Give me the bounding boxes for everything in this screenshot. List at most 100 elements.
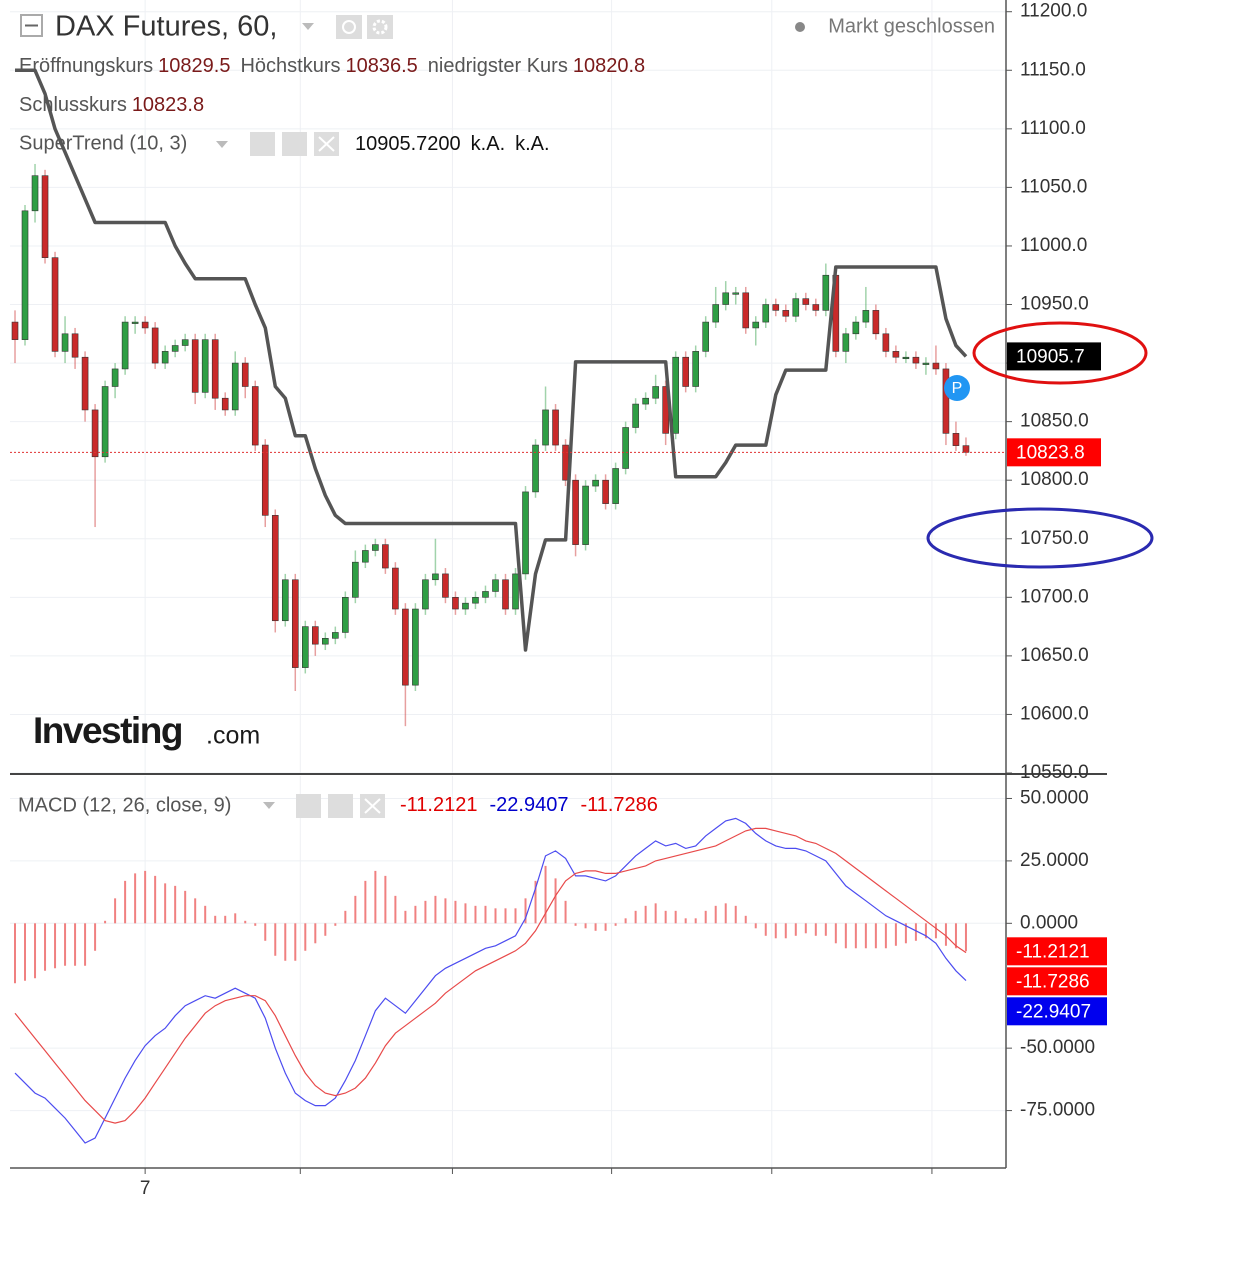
dropdown-icon[interactable] <box>263 802 275 809</box>
indicator-value: -11.7286 <box>580 794 657 816</box>
dropdown-icon[interactable] <box>216 141 228 148</box>
candle-body <box>622 427 629 469</box>
candle-body <box>342 597 349 633</box>
candle-body <box>472 597 479 604</box>
price-label-box <box>1007 342 1101 371</box>
candle-body <box>352 561 359 598</box>
eye-icon[interactable] <box>336 15 362 39</box>
y-tick-label: 10950.0 <box>1020 294 1089 315</box>
legend-label: Höchstkurs <box>240 55 340 77</box>
overlay: 11200.0 11150.0 11100.0 11050.0 11000.0 10950… <box>140 1 1107 1199</box>
candle-body <box>952 433 960 446</box>
candle-body <box>812 304 820 311</box>
legend-label: Schlusskurs <box>19 94 127 116</box>
y-tick-label: 50.0000 <box>1020 787 1089 808</box>
candle-body <box>452 597 459 610</box>
indicator-line <box>14 827 967 1124</box>
candle-body <box>942 368 950 434</box>
candle-body <box>842 333 850 352</box>
y-tick-label: 11050.0 <box>1020 176 1087 197</box>
candle-body <box>782 310 790 317</box>
y-tick-label: 0.0000 <box>1020 912 1078 933</box>
candle-body <box>111 368 119 387</box>
candle-body <box>462 602 469 610</box>
candle-body <box>482 591 489 598</box>
candle-body <box>542 409 549 446</box>
candle-body <box>772 304 780 311</box>
candle-body <box>41 175 49 258</box>
collapse-icon[interactable] <box>20 14 43 37</box>
candle-body <box>131 321 139 324</box>
candle-body <box>181 339 189 346</box>
candle-body <box>892 351 900 358</box>
indicator-value: k.A. <box>515 133 549 155</box>
price-label-box <box>1007 997 1107 1026</box>
indicator-value: 10905.7200 <box>355 133 461 155</box>
candle-body <box>392 567 399 610</box>
candle-body <box>722 292 730 305</box>
candle-body <box>912 356 920 364</box>
candle-body <box>61 333 69 352</box>
y-tick-label: 11000.0 <box>1020 235 1087 256</box>
candle-body <box>151 327 159 364</box>
candle-body <box>71 333 79 358</box>
watermark: .com <box>206 722 260 750</box>
candle-body <box>382 544 389 569</box>
y-tick-label: 11200.0 <box>1020 1 1087 22</box>
legend-value: 10823.8 <box>132 94 204 116</box>
price-label: -11.7286 <box>1016 971 1090 992</box>
marker-label: P <box>952 380 963 397</box>
candle-body <box>572 479 579 545</box>
candle-body <box>231 362 239 411</box>
candle-body <box>492 579 499 592</box>
price-label: -11.2121 <box>1016 941 1090 962</box>
candle-body <box>582 485 589 545</box>
candle-body <box>81 356 89 411</box>
indicator-line <box>15 68 968 652</box>
candle-body <box>31 175 39 212</box>
candle-body <box>682 356 689 387</box>
candle-body <box>271 515 279 622</box>
price-label: 10905.7 <box>1016 346 1085 367</box>
y-tick-label: 10550.0 <box>1020 762 1089 783</box>
marks <box>10 68 1006 1144</box>
price-label-box <box>1007 967 1107 996</box>
indicator-legend: SuperTrend (10, 3) <box>19 132 187 154</box>
candle-body <box>21 210 29 340</box>
indicator-line <box>14 817 967 1144</box>
candle-body <box>11 321 19 340</box>
y-tick-label: 10700.0 <box>1020 586 1089 607</box>
candle-body <box>672 356 679 434</box>
candle-body <box>742 292 750 329</box>
marker-badge[interactable] <box>944 375 970 401</box>
candle-body <box>161 351 169 364</box>
candle-body <box>822 274 830 311</box>
candle-body <box>121 321 129 370</box>
settings-icon[interactable] <box>367 15 393 39</box>
candle-body <box>522 491 529 575</box>
candle-body <box>322 638 329 645</box>
legend-label: niedrigster Kurs <box>428 55 568 77</box>
ohlc-legend: Schlusskurs 10823.8 <box>19 94 204 116</box>
candle-body <box>762 304 770 323</box>
eye-icon[interactable] <box>250 132 275 156</box>
candle-body <box>932 362 940 370</box>
settings-icon[interactable] <box>328 794 353 818</box>
candle-body <box>261 444 269 516</box>
ohlc-legend: Eröffnungskurs 10829.5 Höchstkurs 10836.5 ni… <box>19 55 645 77</box>
candle-body <box>251 386 259 446</box>
eye-icon[interactable] <box>296 794 321 818</box>
candle-body <box>712 304 720 323</box>
settings-icon[interactable] <box>282 132 307 156</box>
candle-body <box>612 468 619 504</box>
price-label-box <box>1007 438 1101 467</box>
dropdown-icon[interactable] <box>302 23 314 30</box>
candle-body <box>141 321 149 329</box>
legend-value: 10820.8 <box>573 55 645 77</box>
y-tick-label: 10800.0 <box>1020 469 1089 490</box>
candle-body <box>301 626 309 668</box>
candle-body <box>442 573 449 598</box>
y-tick-label: 11150.0 <box>1020 59 1086 80</box>
candle-body <box>692 351 699 387</box>
candle-body <box>922 362 930 365</box>
